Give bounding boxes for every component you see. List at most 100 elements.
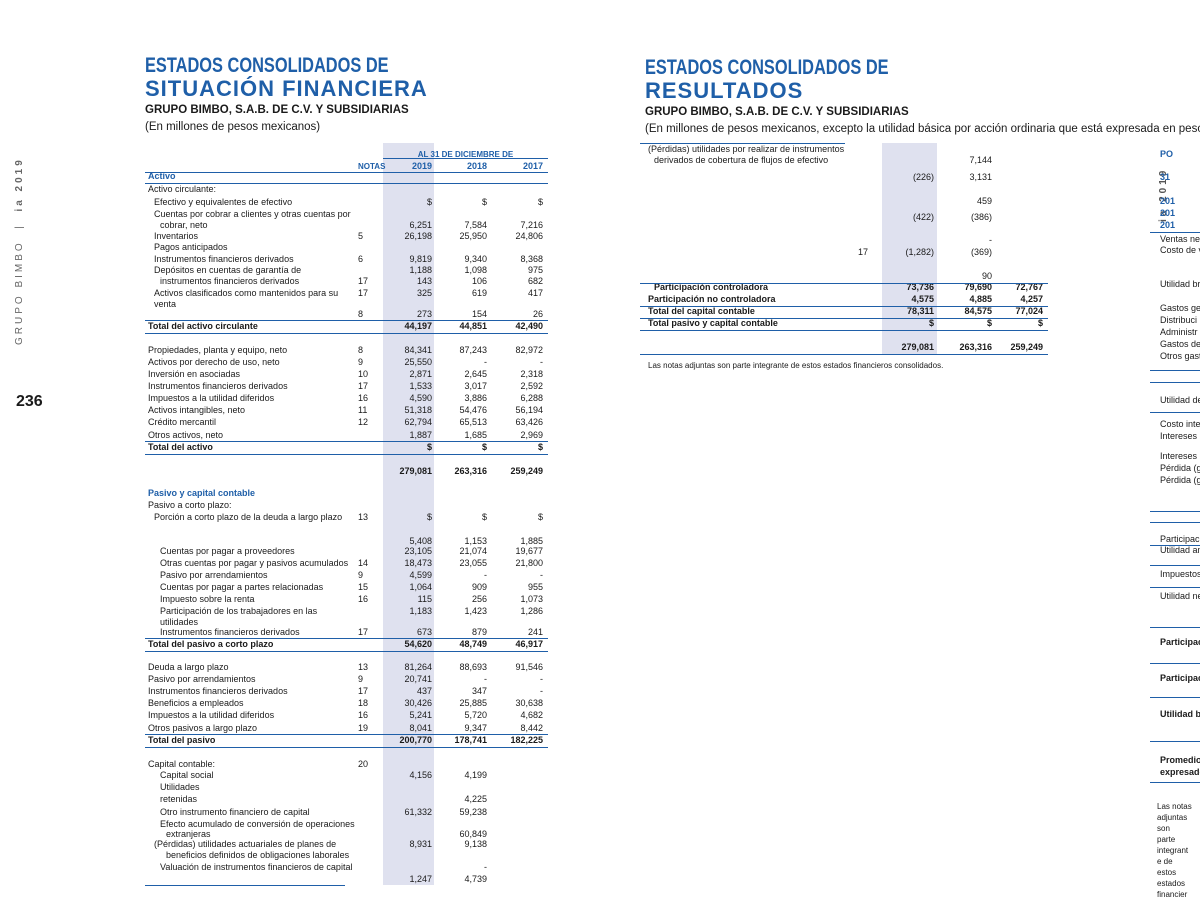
- row-value: 79,690: [964, 282, 992, 292]
- row-value: 18,473: [404, 558, 432, 568]
- edge-fragment: Utilidad ne: [1160, 591, 1200, 601]
- edge-fragment: 201: [1160, 208, 1176, 218]
- rule: [1150, 412, 1200, 413]
- rule: [640, 354, 1048, 355]
- row-label: Instrumentos financieros derivados: [154, 254, 294, 264]
- row-value: $: [928, 318, 934, 328]
- row-value: 1,423: [464, 606, 487, 616]
- row-value: (422): [912, 212, 934, 222]
- edge-fragment: integrant: [1157, 846, 1189, 855]
- row-value: 6,288: [520, 393, 543, 403]
- row-value: 975: [527, 265, 543, 275]
- company: GRUPO BIMBO, S.A.B. DE C.V. Y SUBSIDIARI…: [145, 104, 409, 116]
- row-value: 879: [471, 627, 487, 637]
- row-value: 1,073: [520, 594, 543, 604]
- row-value: 200,770: [399, 735, 432, 745]
- row-value: -: [484, 357, 487, 367]
- row-value: -: [540, 674, 543, 684]
- edge-fragment: e de: [1157, 857, 1173, 866]
- edge-fragment: Otros gast: [1160, 351, 1200, 361]
- row-value: 263,316: [959, 342, 992, 352]
- row-label: Total del capital contable: [648, 306, 755, 316]
- row-value: 4,156: [409, 770, 432, 780]
- row-value: 182,225: [510, 735, 543, 745]
- sidebar: GRUPO BIMBO | ia 2019: [14, 157, 25, 345]
- rule: [1150, 545, 1200, 546]
- row-value: $: [986, 318, 992, 328]
- row-value: 154: [471, 309, 487, 319]
- rule: [145, 333, 548, 334]
- edge-fragment: 31: [1160, 172, 1171, 182]
- edge-fragment: Utilidad de: [1160, 395, 1200, 405]
- row-value: 263,316: [454, 466, 487, 476]
- row-label: Capital social: [160, 770, 214, 780]
- column-shade: [882, 143, 937, 355]
- edge-fragment: Pérdida (g: [1160, 463, 1200, 473]
- row-value: 61,332: [404, 807, 432, 817]
- row-value: 62,794: [404, 417, 432, 427]
- row-value: 459: [976, 196, 992, 206]
- row-value: 19,677: [515, 546, 543, 556]
- row-value: (226): [912, 172, 934, 182]
- row-label: Porción a corto plazo de la deuda a larg…: [154, 512, 343, 522]
- rule: [1150, 741, 1200, 742]
- row-label: Pasivo y capital contable: [148, 488, 256, 498]
- row-value: 46,917: [515, 639, 543, 649]
- row-label: Activos por derecho de uso, neto: [148, 357, 280, 367]
- row-label: Pasivo por arrendamientos: [160, 570, 268, 580]
- row-label: Efecto acumulado de conversión de operac…: [160, 819, 355, 829]
- rule: [383, 158, 548, 159]
- row-value: 4,682: [520, 710, 543, 720]
- row-label: instrumentos financieros derivados: [160, 276, 300, 286]
- row-label: (Pérdidas) utilidades por realizar de in…: [648, 144, 845, 154]
- row-value: 7,216: [520, 220, 543, 230]
- row-value: (1,282): [905, 247, 934, 257]
- row-value: 1,533: [409, 381, 432, 391]
- row-value: 1,098: [464, 265, 487, 275]
- row-value: 48,749: [459, 639, 487, 649]
- row-value: 20,741: [404, 674, 432, 684]
- row-value: 5,408: [409, 536, 432, 546]
- row-label: Impuestos a la utilidad diferidos: [148, 710, 275, 720]
- row-note: 6: [358, 254, 364, 264]
- row-value: 63,426: [515, 417, 543, 427]
- rule: [145, 172, 548, 173]
- row-value: 5,241: [409, 710, 432, 720]
- row-label: Instrumentos financieros derivados: [148, 381, 288, 391]
- row-label: Participación no controladora: [648, 294, 776, 304]
- row-value: 54,620: [404, 639, 432, 649]
- row-label: Instrumentos financieros derivados: [148, 686, 288, 696]
- row-note: 10: [358, 369, 369, 379]
- title-line2: RESULTADOS: [645, 78, 804, 103]
- row-value: 909: [471, 582, 487, 592]
- row-value: 279,081: [399, 466, 432, 476]
- row-value: 8,442: [520, 723, 543, 733]
- edge-fragment: Costo de v: [1160, 245, 1200, 255]
- edge-fragment: Pérdida (g: [1160, 475, 1200, 485]
- row-label: Participación de los trabajadores en las: [160, 606, 318, 616]
- row-value: (386): [970, 212, 992, 222]
- row-note: 14: [358, 558, 369, 568]
- row-note: 17: [358, 276, 369, 286]
- row-label: Otro instrumento financiero de capital: [160, 807, 310, 817]
- row-value: 2,969: [520, 430, 543, 440]
- row-value: 2,592: [520, 381, 543, 391]
- row-value: 84,341: [404, 345, 432, 355]
- edge-fragment: 201: [1160, 196, 1176, 206]
- row-value: 42,490: [515, 321, 543, 331]
- row-note: 9: [358, 570, 364, 580]
- row-label: Depósitos en cuentas de garantía de: [154, 265, 302, 275]
- row-value: 347: [471, 686, 487, 696]
- edge-fragment: Ventas net: [1160, 234, 1200, 244]
- row-label: venta: [154, 299, 177, 309]
- row-value: $: [426, 512, 432, 522]
- row-value: -: [540, 570, 543, 580]
- row-value: 72,767: [1015, 282, 1043, 292]
- row-value: 51,318: [404, 405, 432, 415]
- row-label: Utilidades: [160, 782, 200, 792]
- row-value: 87,243: [459, 345, 487, 355]
- row-label: Pasivo a corto plazo:: [148, 500, 232, 510]
- edge-fragment: Participaci: [1160, 673, 1200, 683]
- row-note: 9: [358, 357, 364, 367]
- rule: [1150, 782, 1200, 783]
